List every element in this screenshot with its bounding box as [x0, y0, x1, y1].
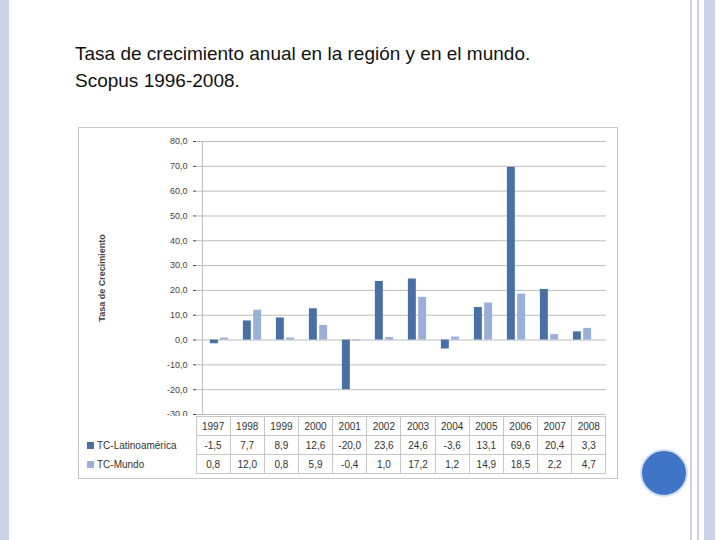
html-text:69,6: 69,6 — [510, 439, 531, 451]
svg-text:20,0: 20,0 — [170, 285, 188, 295]
html-text:7,7: 7,7 — [240, 439, 255, 451]
html-text:14,9: 14,9 — [476, 458, 497, 470]
html-text:3,3: 3,3 — [581, 439, 596, 451]
html-text:1997: 1997 — [202, 420, 225, 432]
svg-text:70,0: 70,0 — [170, 161, 188, 171]
svg-text:60,0: 60,0 — [170, 186, 188, 196]
svg-text:30,0: 30,0 — [170, 260, 188, 270]
html-text:2003: 2003 — [406, 420, 430, 432]
html-text:TC-Latinoamérica: TC-Latinoamérica — [97, 439, 177, 451]
html-text:12,0: 12,0 — [237, 458, 257, 470]
html-text:-1,5: -1,5 — [204, 439, 222, 451]
html-text:TC-Mundo: TC-Mundo — [97, 458, 145, 470]
svg-text:80,0: 80,0 — [170, 136, 188, 146]
html-text:2007: 2007 — [543, 420, 566, 432]
html-text:1,2: 1,2 — [445, 458, 460, 470]
html-text:2004: 2004 — [441, 420, 464, 432]
svg-text:-30,0: -30,0 — [167, 409, 188, 416]
html-text:2008: 2008 — [577, 420, 600, 432]
html-text:2002: 2002 — [372, 420, 395, 432]
html-text:-3,6: -3,6 — [443, 439, 461, 451]
html-text:1998: 1998 — [236, 420, 259, 432]
html-text:-20,0: -20,0 — [338, 439, 362, 451]
html-text:Tasa de crecimiento anual en l: Tasa de crecimiento anual en la región y… — [75, 43, 531, 91]
svg-text:40,0: 40,0 — [170, 236, 188, 246]
svg-text:10,0: 10,0 — [170, 310, 188, 320]
html-text:0,8: 0,8 — [274, 458, 289, 470]
html-text:2005: 2005 — [475, 420, 498, 432]
html-text:20,4: 20,4 — [544, 439, 565, 451]
html-text:-0,4: -0,4 — [341, 458, 359, 470]
html-text:17,2: 17,2 — [408, 458, 428, 470]
svg-text:-20,0: -20,0 — [167, 385, 188, 395]
html-text:8,9: 8,9 — [274, 439, 289, 451]
html-text:18,5: 18,5 — [510, 458, 531, 470]
html-text:1,0: 1,0 — [376, 458, 391, 470]
svg-text:-10,0: -10,0 — [167, 360, 188, 370]
html-text:1999: 1999 — [270, 420, 293, 432]
html-text:24,6: 24,6 — [408, 439, 428, 451]
html-text:4,7: 4,7 — [581, 458, 596, 470]
html-text:2000: 2000 — [304, 420, 327, 432]
html-text:0,8: 0,8 — [206, 458, 220, 470]
html-text:2001: 2001 — [338, 420, 361, 432]
html-text:23,6: 23,6 — [374, 439, 394, 451]
html-text:5,9: 5,9 — [308, 458, 323, 470]
svg-text:50,0: 50,0 — [170, 211, 188, 221]
svg-text:0,0: 0,0 — [175, 335, 188, 345]
html-text:13,1: 13,1 — [476, 439, 497, 451]
svg-text:Tasa de Crecimiento: Tasa de Crecimiento — [97, 234, 107, 322]
html-text:2006: 2006 — [509, 420, 532, 432]
html-text:12,6: 12,6 — [305, 439, 326, 451]
html-text:2,2: 2,2 — [547, 458, 562, 470]
